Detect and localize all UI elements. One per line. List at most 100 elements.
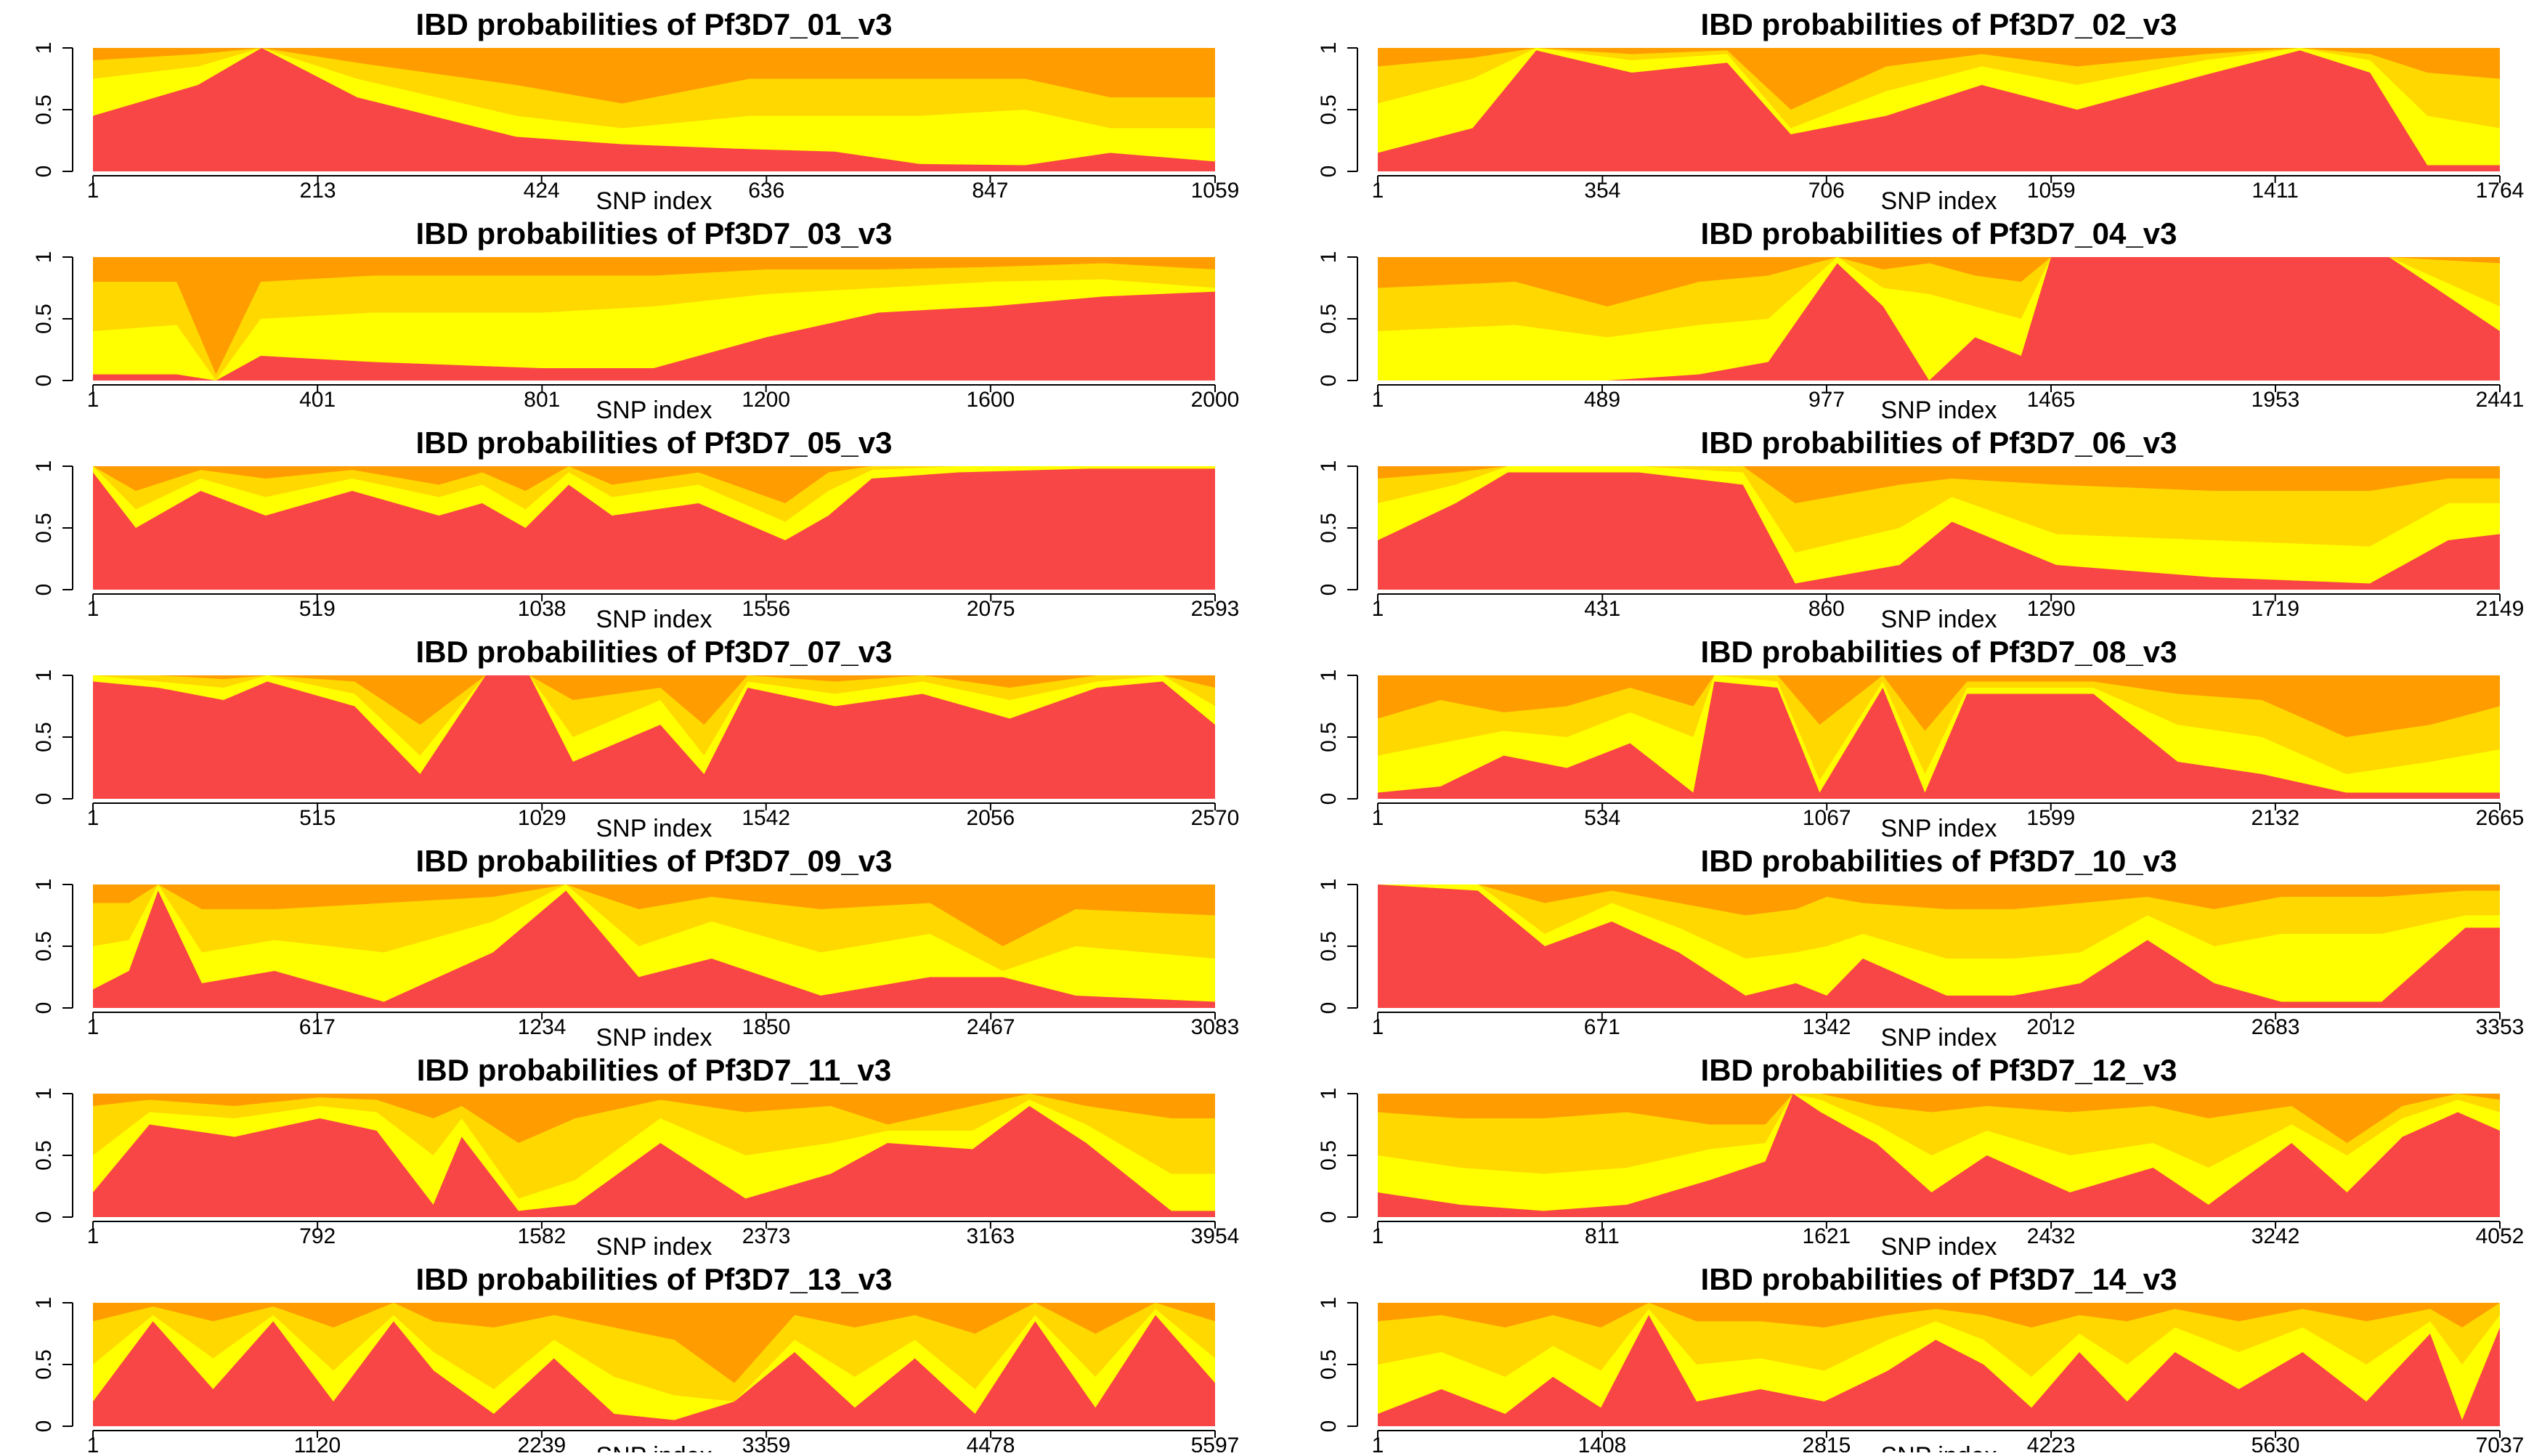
x-tick-label: 3359 (742, 1433, 791, 1452)
x-tick-label: 1542 (742, 806, 790, 830)
x-tick-label: 4223 (2027, 1433, 2076, 1452)
x-axis-label: SNP index (596, 606, 712, 633)
x-axis-label: SNP index (596, 396, 712, 424)
y-tick-label: 1 (32, 879, 56, 891)
chart-panel-3: IBD probabilities of Pf3D7_03_v3 0 0.5 1 1 40… (32, 216, 1239, 424)
x-tick-label: 1719 (2251, 597, 2299, 621)
x-tick-label: 1556 (742, 597, 791, 621)
chart-panel-2: IBD probabilities of Pf3D7_02_v3 0 0.5 1 1 35… (1317, 7, 2524, 215)
y-tick-label: 0 (32, 1211, 56, 1224)
y-tick-label: 0.5 (1317, 1140, 1341, 1171)
x-tick-label: 1599 (2026, 806, 2075, 830)
x-axis-label: SNP index (596, 815, 712, 842)
x-tick-label: 1038 (518, 597, 567, 621)
x-tick-label: 1 (87, 597, 100, 621)
series-area-2 (1378, 1094, 2500, 1217)
x-tick-label: 1 (87, 1433, 100, 1452)
x-tick-label: 1342 (1803, 1015, 1851, 1039)
x-tick-label: 977 (1808, 388, 1845, 412)
x-tick-label: 617 (299, 1015, 336, 1039)
x-tick-label: 1953 (2251, 388, 2300, 412)
x-tick-label: 1 (1372, 388, 1384, 412)
panel-title: IBD probabilities of Pf3D7_03_v3 (416, 216, 893, 251)
panel-title: IBD probabilities of Pf3D7_10_v3 (1701, 844, 2177, 878)
y-tick-label: 0 (1317, 584, 1341, 596)
y-tick-label: 0.5 (32, 1349, 56, 1380)
x-axis-label: SNP index (596, 1024, 712, 1052)
x-tick-label: 3242 (2251, 1224, 2300, 1248)
x-tick-label: 7037 (2476, 1433, 2525, 1452)
x-tick-label: 3954 (1191, 1224, 1240, 1248)
panel-title: IBD probabilities of Pf3D7_02_v3 (1701, 7, 2177, 41)
x-tick-label: 1 (1372, 1224, 1384, 1248)
y-tick-label: 1 (32, 251, 56, 264)
x-tick-label: 1 (1372, 1015, 1384, 1039)
series-area-1 (1378, 50, 2500, 172)
series-area-1 (93, 1315, 1215, 1426)
y-tick-label: 0 (1317, 1420, 1341, 1433)
x-tick-label: 1067 (1803, 806, 1851, 830)
y-tick-label: 0 (1317, 1002, 1341, 1014)
y-tick-label: 0 (32, 1420, 56, 1433)
x-tick-label: 1059 (1191, 179, 1240, 203)
y-tick-label: 0 (1317, 166, 1341, 178)
series-area-1 (1378, 1315, 2500, 1426)
x-axis-label: SNP index (1880, 1442, 1997, 1452)
x-tick-label: 2373 (742, 1224, 791, 1248)
x-tick-label: 847 (972, 179, 1008, 203)
x-axis-label: SNP index (1880, 187, 1997, 215)
x-tick-label: 1 (1372, 806, 1384, 830)
y-tick-label: 0 (32, 584, 56, 596)
x-tick-label: 2056 (967, 806, 1015, 830)
chart-panel-7: IBD probabilities of Pf3D7_07_v3 0 0.5 1 1 51… (32, 635, 1239, 842)
panel-title: IBD probabilities of Pf3D7_12_v3 (1701, 1053, 2177, 1087)
chart-panel-6: IBD probabilities of Pf3D7_06_v3 0 0.5 1 1 43… (1317, 426, 2524, 633)
x-tick-label: 3353 (2476, 1015, 2525, 1039)
x-axis-label: SNP index (1880, 396, 1997, 424)
x-axis-label: SNP index (596, 1233, 712, 1261)
x-tick-label: 801 (524, 388, 560, 412)
x-tick-label: 1029 (518, 806, 567, 830)
x-tick-label: 1600 (966, 388, 1015, 412)
y-tick-label: 0 (1317, 375, 1341, 387)
x-tick-label: 2683 (2251, 1015, 2300, 1039)
y-tick-label: 1 (1317, 1088, 1341, 1100)
y-tick-label: 0.5 (1317, 304, 1341, 334)
x-axis-label: SNP index (1880, 606, 1997, 633)
y-tick-label: 0.5 (1317, 513, 1341, 543)
x-tick-label: 4478 (967, 1433, 1015, 1452)
x-tick-label: 1 (87, 1015, 100, 1039)
x-tick-label: 213 (300, 179, 336, 203)
series-area-1 (93, 890, 1215, 1008)
x-tick-label: 2239 (518, 1433, 567, 1452)
x-tick-label: 2665 (2476, 806, 2525, 830)
x-axis-label: SNP index (1880, 815, 1997, 842)
x-tick-label: 1 (1372, 179, 1384, 203)
x-tick-label: 2441 (2476, 388, 2525, 412)
chart-panel-11: IBD probabilities of Pf3D7_11_v3 0 0.5 1 1 79… (32, 1053, 1239, 1261)
panel-title: IBD probabilities of Pf3D7_13_v3 (416, 1262, 893, 1296)
panel-title: IBD probabilities of Pf3D7_07_v3 (416, 635, 893, 669)
x-tick-label: 2593 (1191, 597, 1240, 621)
chart-panel-4: IBD probabilities of Pf3D7_04_v3 0 0.5 1 1 48… (1317, 216, 2524, 424)
x-tick-label: 2000 (1191, 388, 1240, 412)
chart-panel-12: IBD probabilities of Pf3D7_12_v3 0 0.5 1 1 81… (1317, 1053, 2524, 1261)
x-axis-label: SNP index (596, 1442, 712, 1452)
series-area-1 (1378, 681, 2500, 799)
x-tick-label: 401 (299, 388, 336, 412)
series-area-1 (93, 291, 1215, 381)
x-tick-label: 1200 (742, 388, 790, 412)
x-tick-label: 354 (1584, 179, 1620, 203)
panel-title: IBD probabilities of Pf3D7_05_v3 (416, 426, 893, 460)
x-tick-label: 1408 (1578, 1433, 1627, 1452)
y-tick-label: 0.5 (32, 931, 56, 961)
x-tick-label: 1411 (2251, 179, 2299, 203)
panel-title: IBD probabilities of Pf3D7_06_v3 (1701, 426, 2177, 460)
chart-panel-14: IBD probabilities of Pf3D7_14_v3 0 0.5 1 1 14… (1317, 1262, 2525, 1456)
chart-panel-13: IBD probabilities of Pf3D7_13_v3 0 0.5 1 1 11… (32, 1262, 1239, 1456)
y-tick-label: 0 (32, 375, 56, 387)
chart-panel-8: IBD probabilities of Pf3D7_08_v3 0 0.5 1 1 53… (1317, 635, 2524, 842)
x-tick-label: 671 (1584, 1015, 1620, 1039)
y-tick-label: 1 (1317, 251, 1341, 264)
